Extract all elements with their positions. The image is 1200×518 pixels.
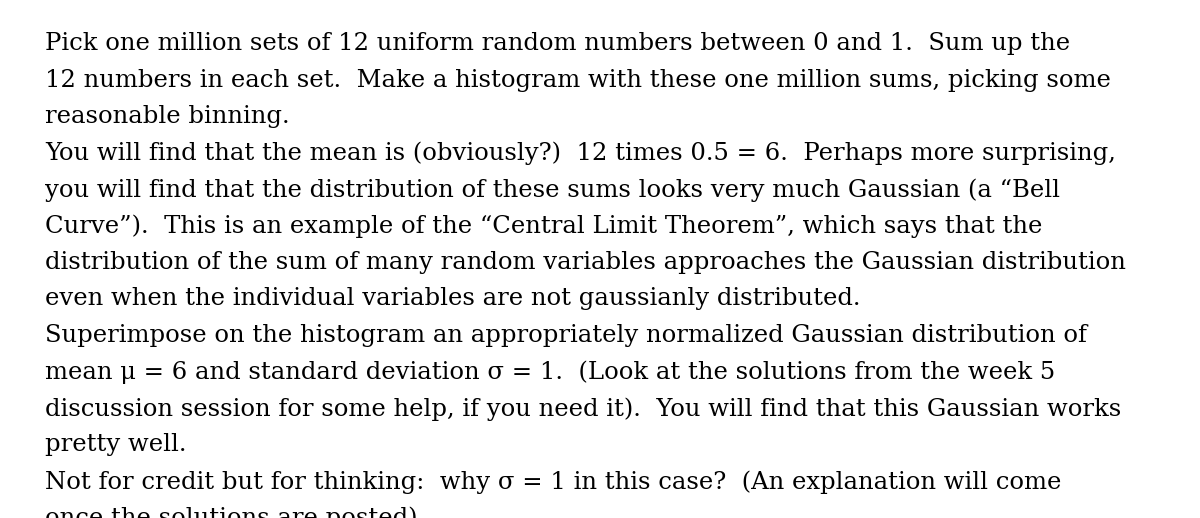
- Text: reasonable binning.: reasonable binning.: [46, 105, 289, 128]
- Text: discussion session for some help, if you need it).  You will find that this Gaus: discussion session for some help, if you…: [46, 397, 1121, 421]
- Text: pretty well.: pretty well.: [46, 434, 186, 456]
- Text: Curve”).  This is an example of the “Central Limit Theorem”, which says that the: Curve”). This is an example of the “Cent…: [46, 214, 1043, 238]
- Text: Superimpose on the histogram an appropriately normalized Gaussian distribution o: Superimpose on the histogram an appropri…: [46, 324, 1087, 347]
- Text: You will find that the mean is (obviously?)  12 times 0.5 = 6.  Perhaps more sur: You will find that the mean is (obviousl…: [46, 141, 1116, 165]
- Text: once the solutions are posted).: once the solutions are posted).: [46, 507, 425, 518]
- Text: 12 numbers in each set.  Make a histogram with these one million sums, picking s: 12 numbers in each set. Make a histogram…: [46, 68, 1111, 92]
- Text: Not for credit but for thinking:  why σ = 1 in this case?  (An explanation will : Not for credit but for thinking: why σ =…: [46, 470, 1061, 494]
- Text: mean μ = 6 and standard deviation σ = 1.  (Look at the solutions from the week 5: mean μ = 6 and standard deviation σ = 1.…: [46, 361, 1055, 384]
- Text: distribution of the sum of many random variables approaches the Gaussian distrib: distribution of the sum of many random v…: [46, 251, 1126, 274]
- Text: Pick one million sets of 12 uniform random numbers between 0 and 1.  Sum up the: Pick one million sets of 12 uniform rand…: [46, 32, 1070, 55]
- Text: even when the individual variables are not gaussianly distributed.: even when the individual variables are n…: [46, 287, 860, 310]
- Text: you will find that the distribution of these sums looks very much Gaussian (a “B: you will find that the distribution of t…: [46, 178, 1060, 202]
